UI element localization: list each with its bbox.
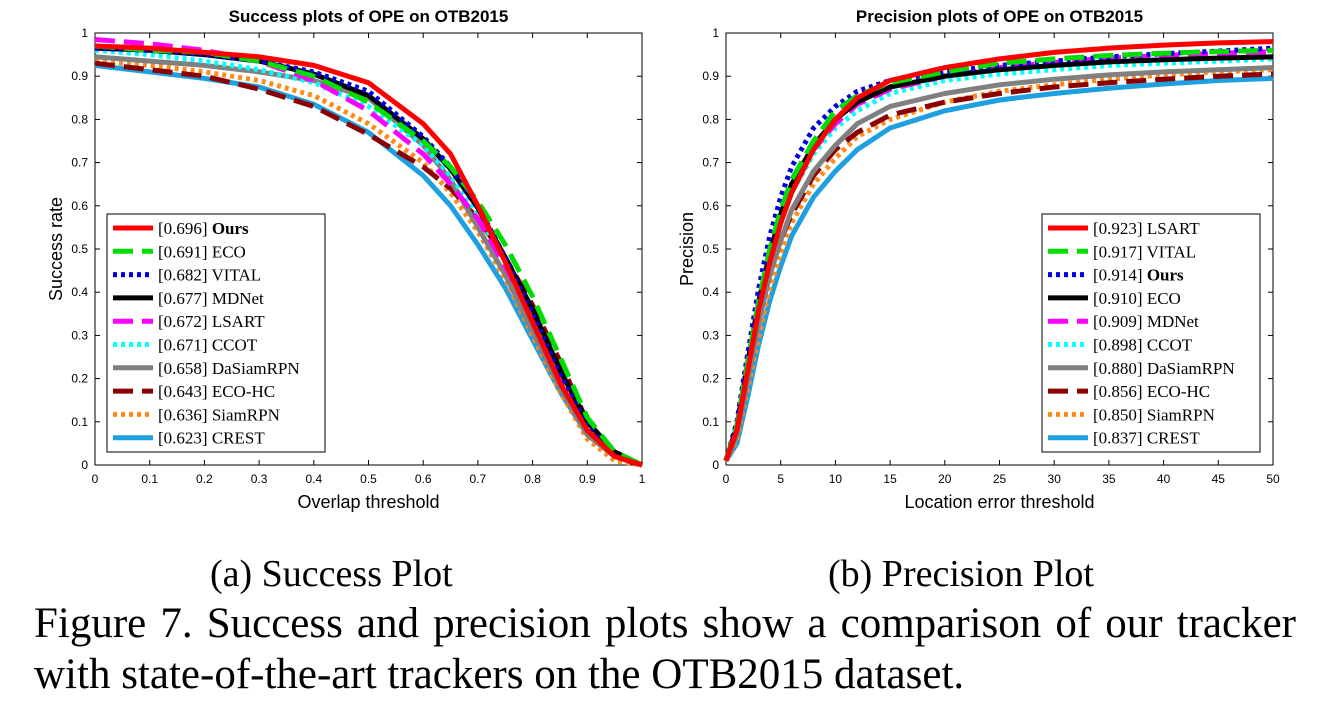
legend-label: [0.682] VITAL — [158, 266, 261, 285]
x-tick-label: 0.4 — [305, 472, 322, 486]
chart-title: Success plots of OPE on OTB2015 — [229, 7, 509, 26]
legend-label: [0.909] MDNet — [1093, 312, 1199, 331]
y-tick-label: 0.2 — [71, 372, 88, 386]
x-tick-label: 0.3 — [251, 472, 268, 486]
y-tick-label: 0.3 — [71, 328, 88, 342]
x-tick-label: 0.9 — [579, 472, 596, 486]
series-line — [723, 39, 1274, 462]
legend-label: [0.672] LSART — [158, 312, 265, 331]
series-group — [94, 37, 644, 468]
x-tick-label: 40 — [1157, 472, 1171, 486]
y-tick-label: 0 — [81, 458, 88, 472]
x-tick-label: 0.7 — [470, 472, 487, 486]
x-tick-label: 0.5 — [360, 472, 377, 486]
y-tick-label: 0.8 — [702, 112, 719, 126]
legend-label: [0.671] CCOT — [158, 336, 258, 355]
legend-label: [0.691] ECO — [158, 242, 246, 261]
y-tick-label: 0.7 — [71, 156, 88, 170]
x-tick-label: 25 — [993, 472, 1007, 486]
x-tick-label: 0.6 — [415, 472, 432, 486]
y-tick-label: 0.6 — [71, 199, 88, 213]
x-tick-label: 35 — [1102, 472, 1116, 486]
y-tick-label: 0.8 — [71, 112, 88, 126]
legend: [0.696] Ours [0.691] ECO [0.682] VITAL [0.6… — [106, 213, 326, 453]
legend-label: [0.898] CCOT — [1093, 336, 1193, 355]
y-tick-label: 1 — [712, 26, 719, 40]
figure-caption: Figure 7. Success and precision plots sh… — [34, 600, 1296, 698]
x-tick-label: 30 — [1048, 472, 1062, 486]
legend-label: [0.856] ECO-HC — [1093, 382, 1210, 401]
series-line — [94, 60, 644, 468]
legend-label: [0.636] SiamRPN — [158, 405, 280, 424]
x-tick-label: 10 — [829, 472, 843, 486]
x-axis-label: Location error threshold — [904, 492, 1094, 512]
x-tick-label: 0 — [723, 472, 730, 486]
legend-label: [0.658] DaSiamRPN — [158, 359, 300, 378]
legend-label: [0.917] VITAL — [1093, 242, 1196, 261]
legend-label: [0.880] DaSiamRPN — [1093, 359, 1235, 378]
x-tick-label: 5 — [777, 472, 784, 486]
y-tick-label: 0.4 — [71, 285, 88, 299]
y-tick-label: 0.5 — [71, 242, 88, 256]
y-axis-label: Success rate — [46, 197, 66, 301]
legend: [0.923] LSART [0.917] VITAL [0.914] Ours [0… — [1041, 213, 1261, 453]
y-tick-label: 0.9 — [71, 69, 88, 83]
subcaption-b: (b) Precision Plot — [828, 553, 1094, 595]
series-line — [94, 45, 643, 468]
x-tick-label: 20 — [938, 472, 952, 486]
series-line — [723, 71, 1274, 462]
subcaption-a: (a) Success Plot — [210, 553, 453, 595]
y-tick-label: 0.3 — [702, 328, 719, 342]
y-axis-label: Precision — [677, 212, 697, 286]
legend-label: [0.910] ECO — [1093, 289, 1181, 308]
legend-label: [0.643] ECO-HC — [158, 382, 275, 401]
legend-label: [0.850] SiamRPN — [1093, 405, 1215, 424]
legend-label: [0.923] LSART — [1093, 219, 1200, 238]
x-tick-label: 1 — [639, 472, 646, 486]
x-axis-label: Overlap threshold — [297, 492, 439, 512]
y-tick-label: 0.9 — [702, 69, 719, 83]
y-tick-label: 1 — [81, 26, 88, 40]
y-tick-label: 0.1 — [702, 415, 719, 429]
chart-title: Precision plots of OPE on OTB2015 — [856, 7, 1143, 26]
legend-label: [0.914] Ours — [1093, 266, 1184, 285]
x-tick-label: 0 — [92, 472, 99, 486]
y-tick-label: 0.4 — [702, 285, 719, 299]
legend-label: [0.696] Ours — [158, 219, 249, 238]
x-tick-label: 0.1 — [141, 472, 158, 486]
series-line — [723, 45, 1274, 462]
x-tick-label: 15 — [883, 472, 897, 486]
y-tick-label: 0.7 — [702, 156, 719, 170]
series-line — [94, 58, 643, 468]
series-group — [723, 39, 1274, 463]
y-tick-label: 0.1 — [71, 415, 88, 429]
legend-label: [0.837] CREST — [1093, 429, 1200, 448]
x-tick-label: 0.8 — [524, 472, 541, 486]
y-tick-label: 0.5 — [702, 242, 719, 256]
y-tick-label: 0.2 — [702, 372, 719, 386]
success-plot: Success plots of OPE on OTB2015 0 0.1 0.2 0.… — [46, 7, 646, 512]
x-tick-label: 45 — [1212, 472, 1226, 486]
y-tick-label: 0 — [712, 458, 719, 472]
legend-label: [0.623] CREST — [158, 429, 265, 448]
series-line — [94, 43, 643, 468]
y-tick-label: 0.6 — [702, 199, 719, 213]
x-tick-label: 50 — [1266, 472, 1280, 486]
legend-label: [0.677] MDNet — [158, 289, 264, 308]
x-tick-label: 0.2 — [196, 472, 213, 486]
